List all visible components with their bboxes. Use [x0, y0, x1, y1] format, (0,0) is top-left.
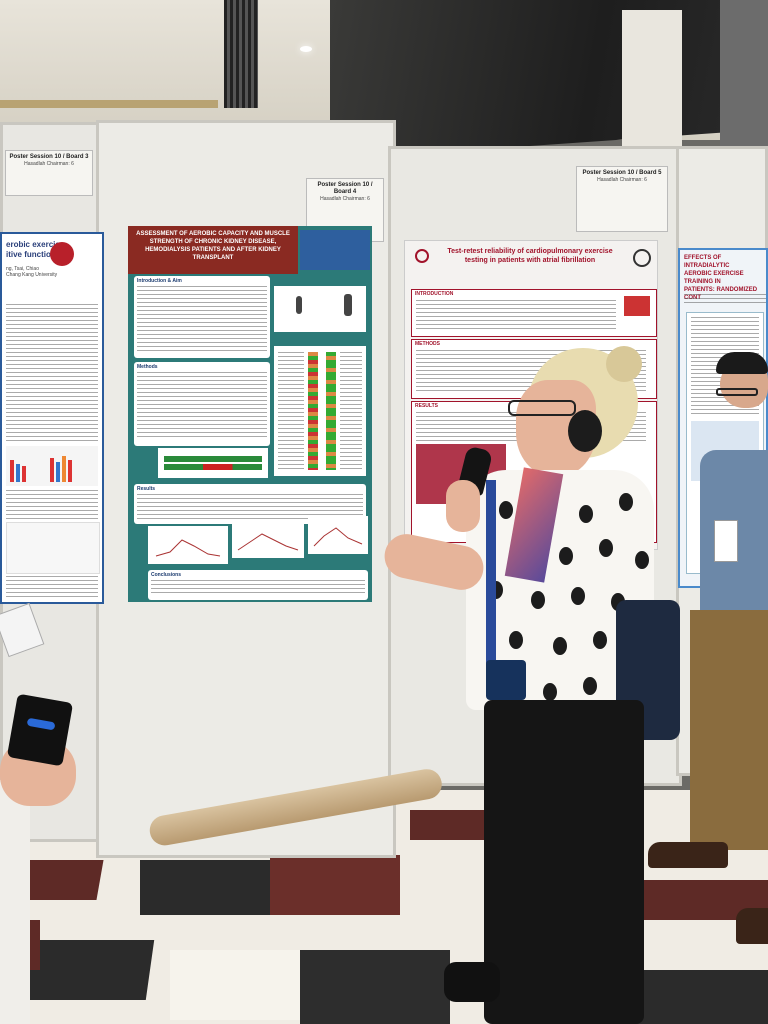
column-dark — [720, 0, 768, 170]
poster-center-conclusions: Conclusions — [148, 570, 368, 600]
man-trousers — [690, 610, 768, 850]
bar-chart-figure — [6, 446, 98, 486]
woman-trousers — [484, 700, 644, 1024]
woman-glasses — [508, 400, 576, 416]
man-badge — [714, 520, 738, 562]
man-glasses — [716, 388, 758, 396]
cycling-illustration — [624, 296, 650, 316]
chart-2 — [232, 520, 304, 558]
heart-logo-icon — [415, 249, 429, 263]
poster-right-introduction: INTRODUCTION — [411, 289, 657, 337]
woman-shoe — [444, 962, 500, 1002]
test-illustration — [274, 286, 366, 332]
man-shoe-left — [648, 842, 728, 868]
poster-left: erobic exercise itive function ng, Tsai,… — [0, 232, 104, 604]
poster-center-title: ASSESSMENT OF AEROBIC CAPACITY AND MUSCL… — [128, 226, 298, 274]
poster-right-title: Test-retest reliability of cardiopulmona… — [447, 248, 613, 264]
results-table — [274, 346, 366, 476]
ceiling-vent — [224, 0, 258, 108]
ceiling-light — [300, 46, 312, 52]
poster-center-logo — [300, 230, 370, 270]
board-label-left: Poster Session 10 / Board 3 Hasadlah Chai… — [5, 150, 93, 196]
university-seal — [50, 242, 74, 266]
man-shoe-right — [736, 908, 768, 944]
woman-hair-bun — [606, 346, 642, 382]
headphones-icon — [568, 410, 602, 452]
poster-center: ASSESSMENT OF AEROBIC CAPACITY AND MUSCL… — [128, 226, 372, 602]
interpretation-receiver — [486, 660, 526, 700]
column — [622, 10, 682, 150]
summary-table — [158, 448, 268, 478]
man-hair — [716, 352, 768, 374]
chart-1 — [148, 526, 228, 564]
board-label-right: Poster Session 10 / Board 5 Hasadlah Chai… — [576, 166, 668, 232]
balcony-railing — [0, 100, 218, 108]
chart-3 — [308, 516, 368, 554]
foreground-person-sleeve — [0, 780, 30, 1024]
lanyard — [486, 480, 496, 680]
woman-hand-mic — [446, 480, 480, 532]
smartphone — [6, 693, 74, 767]
institution-logo-icon — [633, 249, 651, 267]
poster-center-methods: Methods — [134, 362, 270, 446]
poster-center-intro: Introduction & Aim — [134, 276, 270, 358]
line-chart-figure — [6, 522, 100, 574]
